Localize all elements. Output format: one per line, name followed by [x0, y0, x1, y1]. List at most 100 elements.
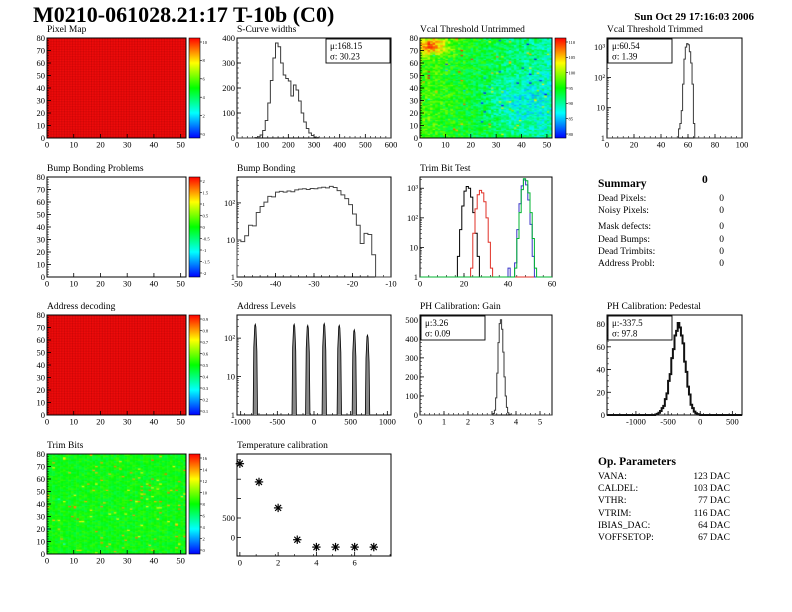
- svg-text:10: 10: [410, 121, 419, 131]
- svg-text:-40: -40: [270, 279, 281, 289]
- svg-text:95: 95: [569, 86, 574, 91]
- svg-text:1.5: 1.5: [203, 190, 209, 195]
- svg-text:30: 30: [37, 512, 46, 522]
- svg-text:20: 20: [597, 387, 606, 397]
- svg-text:40: 40: [37, 222, 46, 232]
- svg-text:0: 0: [45, 417, 49, 427]
- svg-text:0.3: 0.3: [203, 386, 209, 391]
- svg-text:σ: 30.23: σ: 30.23: [330, 52, 360, 62]
- svg-text:50: 50: [176, 140, 185, 150]
- summary-row: Dead Pixels: 0: [598, 194, 724, 204]
- svg-text:60: 60: [37, 58, 46, 68]
- svg-text:10: 10: [69, 417, 78, 427]
- svg-text:1: 1: [414, 272, 418, 282]
- svg-text:200: 200: [282, 140, 295, 150]
- svg-text:20: 20: [460, 279, 469, 289]
- svg-text:0: 0: [203, 132, 206, 137]
- svg-text:80: 80: [711, 140, 720, 150]
- svg-text:-500: -500: [270, 417, 286, 427]
- plot-title: PH Calibration: Gain: [420, 302, 501, 312]
- svg-text:30: 30: [37, 96, 46, 106]
- svg-text:-1000: -1000: [626, 417, 646, 427]
- svg-text:0.6: 0.6: [203, 351, 209, 356]
- op-parameter-row: VTHR: 77 DAC: [598, 496, 730, 507]
- svg-text:70: 70: [37, 323, 46, 333]
- svg-text:50: 50: [37, 487, 46, 497]
- svg-text:30: 30: [123, 140, 132, 150]
- svg-text:60: 60: [548, 279, 557, 289]
- svg-text:90: 90: [569, 101, 574, 106]
- svg-text:200: 200: [405, 372, 418, 382]
- op-parameters-title: Op. Parameters: [598, 456, 676, 468]
- plot-title: Bump Bonding Problems: [47, 164, 144, 174]
- svg-text:0: 0: [605, 140, 609, 150]
- svg-text:40: 40: [37, 83, 46, 93]
- plot-title: Trim Bit Test: [420, 164, 471, 174]
- svg-text:20: 20: [96, 279, 105, 289]
- svg-text:-30: -30: [308, 279, 319, 289]
- svg-text:40: 40: [37, 360, 46, 370]
- plot-title: S-Curve widths: [237, 25, 297, 35]
- svg-text:20: 20: [630, 140, 639, 150]
- svg-text:20: 20: [37, 385, 46, 395]
- svg-text:0: 0: [418, 417, 422, 427]
- summary-grade: 0: [702, 174, 708, 186]
- svg-text:10: 10: [227, 372, 236, 382]
- vcal-threshold-trimmed-plot: Vcal Threshold Trimmed 0 20 40 60 80 100 1 10 10…: [580, 24, 748, 156]
- svg-text:μ:60.54: μ:60.54: [612, 41, 640, 51]
- svg-text:0.4: 0.4: [203, 374, 209, 379]
- svg-text:-20: -20: [347, 279, 358, 289]
- svg-text:20: 20: [96, 417, 105, 427]
- svg-text:100: 100: [222, 108, 235, 118]
- svg-text:2: 2: [466, 417, 470, 427]
- op-parameter-row: VTRIM: 116 DAC: [598, 508, 730, 519]
- page-title: M0210-061028.21:17 T-10b (C0): [33, 2, 335, 27]
- svg-text:50: 50: [176, 417, 185, 427]
- svg-text:10²: 10²: [224, 198, 236, 208]
- svg-text:8: 8: [203, 58, 206, 63]
- svg-text:0: 0: [601, 410, 605, 420]
- plot-title: PH Calibration: Pedestal: [607, 302, 701, 312]
- svg-text:10: 10: [37, 398, 46, 408]
- svg-text:40: 40: [150, 417, 159, 427]
- svg-text:4: 4: [203, 525, 206, 530]
- svg-text:0: 0: [414, 410, 418, 420]
- svg-text:-0.5: -0.5: [203, 236, 211, 241]
- summary-row: Mask defects: 0: [598, 222, 724, 233]
- svg-text:500: 500: [359, 140, 372, 150]
- svg-text:0.9: 0.9: [203, 317, 209, 322]
- svg-text:50: 50: [410, 71, 419, 81]
- ph-calibration-gain-plot: PH Calibration: Gain 0 1 2 3 4 5 0 100 200 300 400…: [393, 301, 558, 433]
- pixel-map-plot: Pixel Map 0 10 20 30 40 50 0 10 20 30 40 50 60 70 80 10…: [20, 24, 216, 156]
- svg-text:80: 80: [37, 310, 46, 320]
- svg-text:50: 50: [176, 556, 185, 566]
- svg-text:0: 0: [312, 417, 316, 427]
- svg-text:80: 80: [37, 172, 46, 182]
- svg-text:4: 4: [314, 558, 319, 568]
- svg-text:0.1: 0.1: [203, 409, 209, 414]
- svg-text:0: 0: [41, 410, 45, 420]
- summary-title: Summary: [598, 178, 647, 190]
- svg-text:10³: 10³: [407, 183, 419, 193]
- svg-text:60: 60: [684, 140, 693, 150]
- address-levels-plot: Address Levels -1000 -500 0 500 1000 1 10 10²: [210, 301, 397, 433]
- plot-title: Vcal Threshold Trimmed: [607, 25, 703, 35]
- bump-bonding-plot: Bump Bonding -50 -40 -30 -20 -10 1 10 10²: [210, 163, 397, 295]
- svg-text:600: 600: [385, 140, 397, 150]
- svg-text:30: 30: [37, 373, 46, 383]
- svg-text:0: 0: [203, 548, 206, 553]
- svg-text:2: 2: [203, 536, 205, 541]
- svg-text:30: 30: [492, 140, 501, 150]
- svg-text:0: 0: [41, 272, 45, 282]
- svg-text:300: 300: [308, 140, 321, 150]
- svg-text:50: 50: [37, 210, 46, 220]
- svg-text:80: 80: [410, 33, 419, 43]
- svg-text:5: 5: [538, 417, 542, 427]
- svg-text:4: 4: [203, 95, 206, 100]
- plot-title: Trim Bits: [47, 441, 84, 451]
- svg-text:μ:-337.5: μ:-337.5: [612, 318, 643, 328]
- trim-bit-test-plot: Trim Bit Test 0 20 40 60 1 10 10² 10³: [393, 163, 558, 295]
- svg-text:105: 105: [569, 55, 577, 60]
- plot-title: Pixel Map: [47, 25, 87, 35]
